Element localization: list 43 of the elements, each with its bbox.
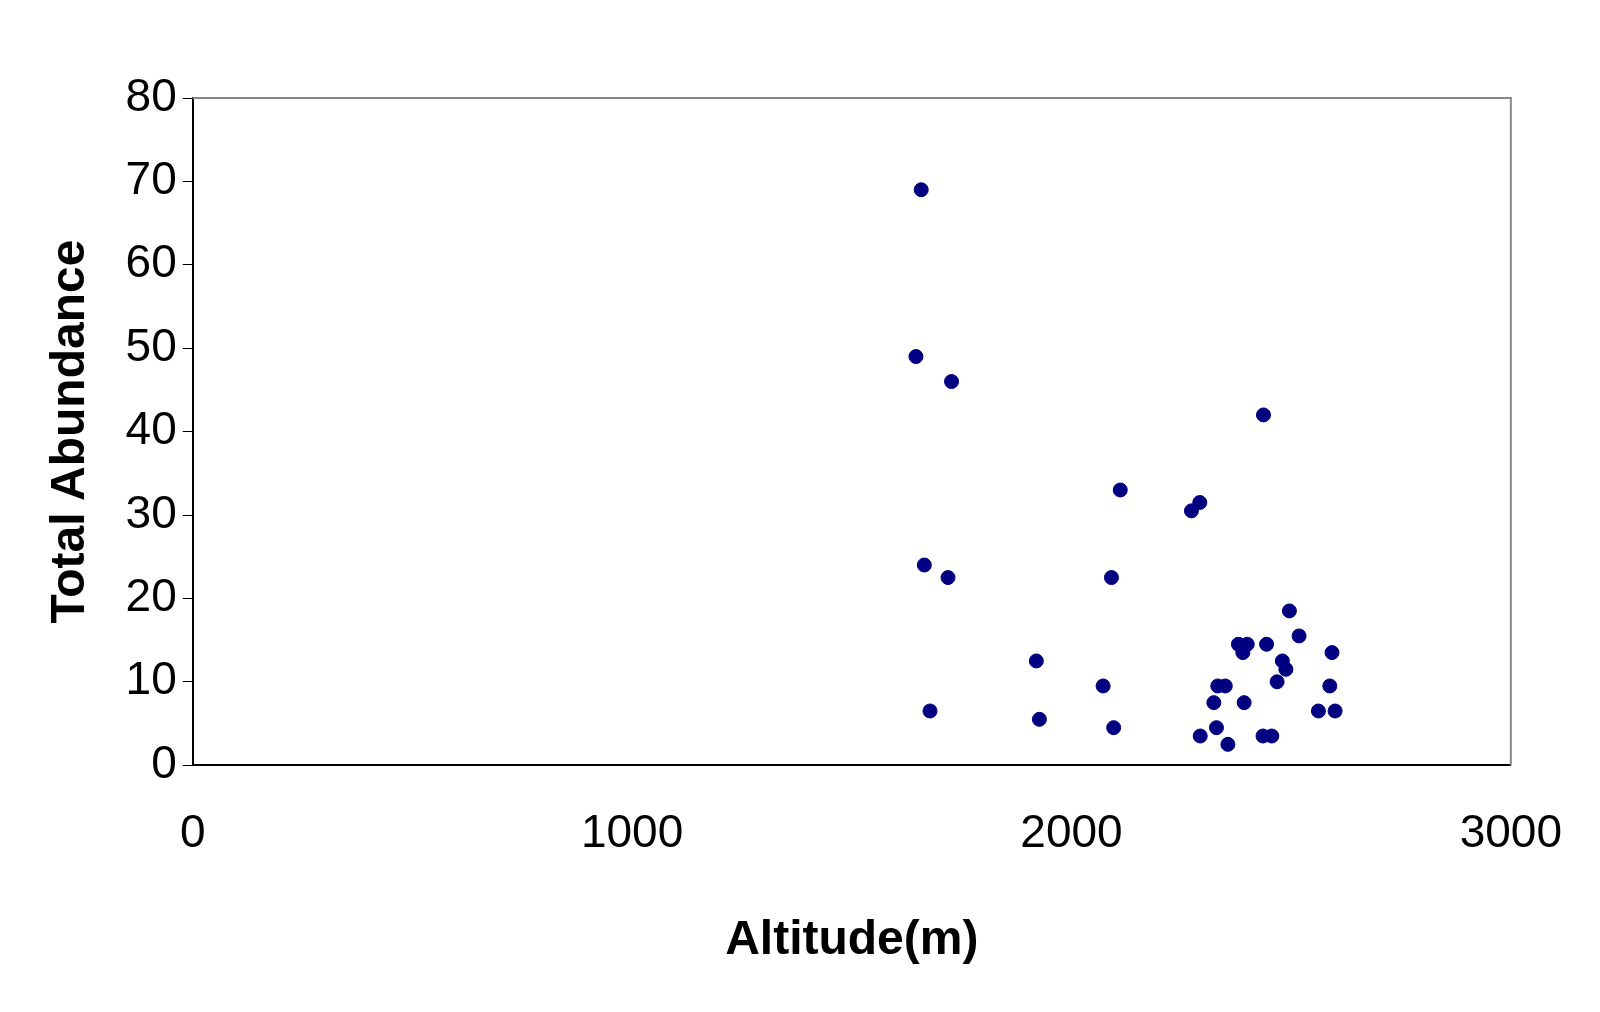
point bbox=[922, 703, 938, 719]
point bbox=[1281, 603, 1297, 619]
y-tick-label: 20 bbox=[125, 569, 177, 622]
point bbox=[940, 570, 956, 586]
point bbox=[913, 182, 929, 198]
point bbox=[1183, 503, 1199, 519]
point bbox=[1310, 703, 1326, 719]
point bbox=[1112, 482, 1128, 498]
point bbox=[1259, 636, 1275, 652]
y-tick-label: 10 bbox=[125, 652, 177, 705]
point bbox=[1028, 653, 1044, 669]
point bbox=[1327, 703, 1343, 719]
y-tick-label: 80 bbox=[125, 68, 177, 121]
y-tick-label: 50 bbox=[125, 318, 177, 371]
x-tick-label: 3000 bbox=[1459, 805, 1563, 858]
point bbox=[908, 349, 924, 365]
y-axis-title: Total Abundance bbox=[41, 239, 95, 624]
y-tick-label: 70 bbox=[125, 152, 177, 205]
x-axis-title: Altitude(m) bbox=[725, 911, 979, 965]
point bbox=[1208, 720, 1224, 736]
x-tick-label: 1000 bbox=[580, 805, 684, 858]
y-tick-label: 30 bbox=[125, 485, 177, 538]
point bbox=[1192, 494, 1208, 510]
point bbox=[1255, 407, 1271, 423]
point bbox=[1103, 570, 1119, 586]
y-tick-label: 0 bbox=[151, 735, 177, 788]
y-tick-label: 40 bbox=[125, 402, 177, 455]
point bbox=[1278, 661, 1294, 677]
point bbox=[1324, 645, 1340, 661]
point bbox=[1220, 736, 1236, 752]
point bbox=[1322, 678, 1338, 694]
y-tick-label: 60 bbox=[125, 235, 177, 288]
point bbox=[1095, 678, 1111, 694]
point bbox=[1291, 628, 1307, 644]
point bbox=[1236, 695, 1252, 711]
point bbox=[1269, 674, 1285, 690]
point bbox=[1031, 711, 1047, 727]
point bbox=[1206, 695, 1222, 711]
point bbox=[1192, 728, 1208, 744]
x-tick-label: 2000 bbox=[1020, 805, 1123, 858]
point bbox=[1106, 720, 1122, 736]
point bbox=[916, 557, 932, 573]
point bbox=[944, 374, 960, 390]
